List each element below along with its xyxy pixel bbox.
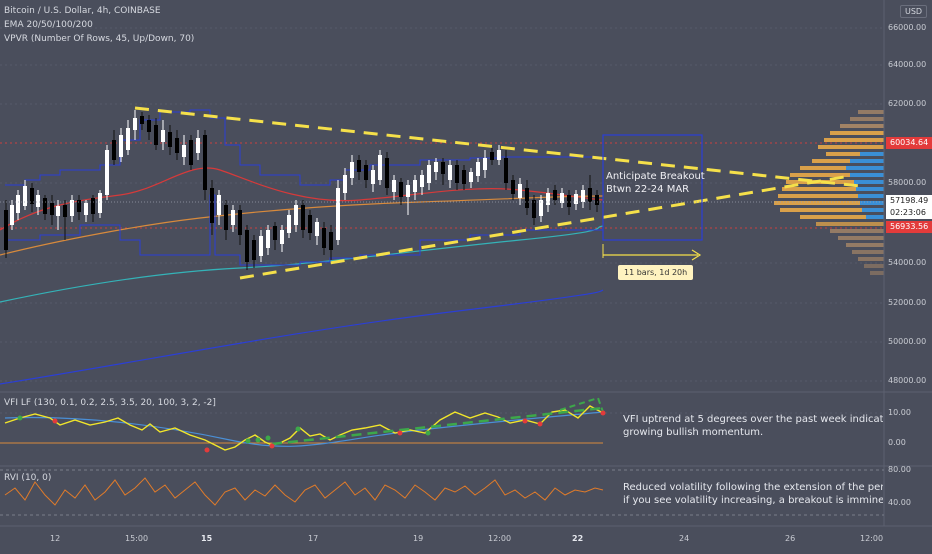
vfi-legend[interactable]: VFI LF (130, 0.1, 0.2, 2.5, 3.5, 20, 100… [4,398,216,408]
date-tick: 12:00 [860,534,884,543]
high-price-badge: 60034.64 [886,137,932,149]
channel-lower [5,194,603,266]
breakout-zone-box [602,134,703,241]
vfi-dots [17,410,606,453]
price-tick: 62000.00 [888,99,927,108]
vfi-tick: 0.00 [888,438,906,447]
date-tick: 26 [785,534,796,543]
current-price-badge: 57198.49 [886,195,932,207]
price-tick: 50000.00 [888,337,927,346]
price-tick: 66000.00 [888,23,927,32]
upper-trendline [134,106,861,188]
price-tick: 64000.00 [888,60,927,69]
price-tick: 54000.00 [888,258,927,267]
rvi-line [4,477,604,506]
candles [4,110,599,270]
price-grid [0,27,884,382]
vfi-tick: 10.00 [888,408,911,417]
price-tick: 48000.00 [888,376,927,385]
rvi-legend[interactable]: RVI (10, 0) [4,473,52,483]
channel-upper [5,109,603,186]
vfi-trendline [271,406,604,446]
price-tick: 52000.00 [888,298,927,307]
ema-legend[interactable]: EMA 20/50/100/200 [4,20,93,30]
ema-200-line [0,289,604,385]
date-tick: 22 [572,534,584,543]
breakout-annotation[interactable]: Anticipate Breakout Btwn 22-24 MAR [606,170,705,196]
rvi-note: Reduced volatility following the extensi… [623,482,883,506]
date-tick: 15 [201,534,213,543]
vfi-line [4,405,604,451]
ema-100-line [0,225,604,303]
ema-50-line [0,195,604,256]
bar-countdown: 02:23:06 [886,207,932,219]
date-tick: 17 [308,534,319,543]
low-price-badge: 56933.56 [886,221,932,233]
date-tick: 12 [50,534,61,543]
date-tick: 24 [679,534,690,543]
vfi-signal-line [4,411,604,447]
lower-trendline [239,174,851,280]
currency-label[interactable]: USD [900,5,928,18]
date-tick: 15:00 [125,534,149,543]
vfi-note: VFI uptrend at 5 degrees over the past w… [623,414,883,438]
date-tick: 12:00 [488,534,512,543]
volume-profile [774,110,884,275]
date-tick: 19 [413,534,424,543]
vpvr-legend[interactable]: VPVR (Number Of Rows, 45, Up/Down, 70) [4,34,195,44]
annotation-line2: Btwn 22-24 MAR [606,184,690,195]
rvi-tick: 40.00 [888,498,911,507]
symbol-title[interactable]: Bitcoin / U.S. Dollar, 4h, COINBASE [4,6,161,16]
rvi-tick: 80.00 [888,465,911,474]
annotation-line1: Anticipate Breakout [606,171,705,182]
price-tick: 58000.00 [888,178,927,187]
measure-label: 11 bars, 1d 20h [618,265,694,280]
